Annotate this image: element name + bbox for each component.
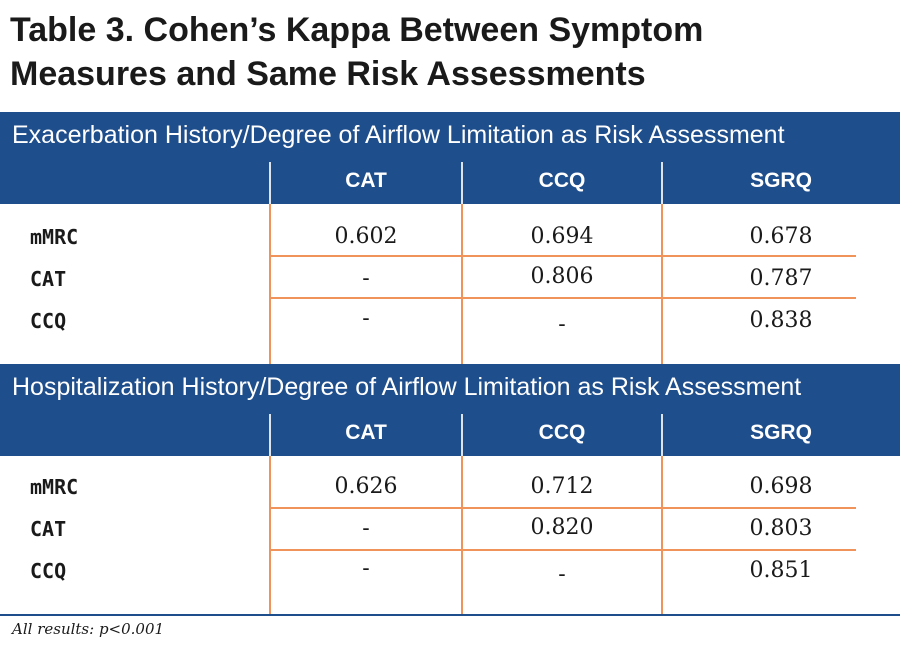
cell-cat-cat: - [362,266,370,291]
column-divider [661,162,663,204]
cell-mmrc-cat: 0.626 [334,474,398,499]
hospitalization-section: Hospitalization History/Degree of Airflo… [0,364,900,616]
cell-ccq-sgrq: 0.851 [749,558,813,583]
row-label-cat: CAT [30,267,67,291]
row-label-mmrc: mMRC [30,225,79,249]
column-divider [661,414,663,456]
column-header-sgrq: SGRQ [750,169,812,192]
column-header-ccq: CCQ [538,421,586,444]
section-heading: Exacerbation History/Degree of Airflow L… [12,121,785,149]
cell-mmrc-cat: 0.602 [334,224,398,249]
section-header-band: Hospitalization History/Degree of Airflo… [0,364,900,456]
cell-mmrc-sgrq: 0.698 [749,474,813,499]
row-divider [270,297,856,299]
cell-ccq-cat: - [362,556,370,581]
column-divider [269,456,271,614]
column-divider [461,162,463,204]
footnote: All results: p<0.001 [12,620,165,638]
column-header-ccq: CCQ [538,169,586,192]
section-heading: Hospitalization History/Degree of Airflo… [12,373,802,401]
cell-cat-ccq: 0.806 [530,264,594,289]
cell-ccq-sgrq: 0.838 [749,308,813,333]
column-divider [269,204,271,364]
table-bottom-rule [0,614,900,616]
cell-cat-sgrq: 0.787 [749,266,813,291]
column-divider [461,456,463,614]
row-label-ccq: CCQ [30,309,67,333]
cell-cat-ccq: 0.820 [530,515,594,540]
cell-ccq-ccq: - [558,312,566,337]
column-header-cat: CAT [345,169,387,192]
cell-mmrc-ccq: 0.712 [530,474,594,499]
row-divider [270,255,856,257]
cell-ccq-cat: - [362,306,370,331]
row-divider [270,507,856,509]
column-divider [461,204,463,364]
table-title-line-1: Table 3. Cohen’s Kappa Between Symptom [10,11,704,49]
row-label-ccq: CCQ [30,559,67,583]
column-divider [461,414,463,456]
column-divider [269,162,271,204]
column-divider [661,204,663,364]
row-label-mmrc: mMRC [30,475,79,499]
table-title: Table 3. Cohen’s Kappa Between Symptom M… [10,8,890,96]
exacerbation-section: Exacerbation History/Degree of Airflow L… [0,112,900,364]
section-header-band: Exacerbation History/Degree of Airflow L… [0,112,900,204]
column-divider [661,456,663,614]
cell-cat-sgrq: 0.803 [749,516,813,541]
column-header-sgrq: SGRQ [750,421,812,444]
cell-mmrc-sgrq: 0.678 [749,224,813,249]
column-divider [269,414,271,456]
cell-mmrc-ccq: 0.694 [530,224,594,249]
table-title-line-2: Measures and Same Risk Assessments [10,55,646,93]
column-header-cat: CAT [345,421,387,444]
row-label-cat: CAT [30,517,67,541]
row-divider [270,549,856,551]
cell-ccq-ccq: - [558,562,566,587]
cell-cat-cat: - [362,516,370,541]
